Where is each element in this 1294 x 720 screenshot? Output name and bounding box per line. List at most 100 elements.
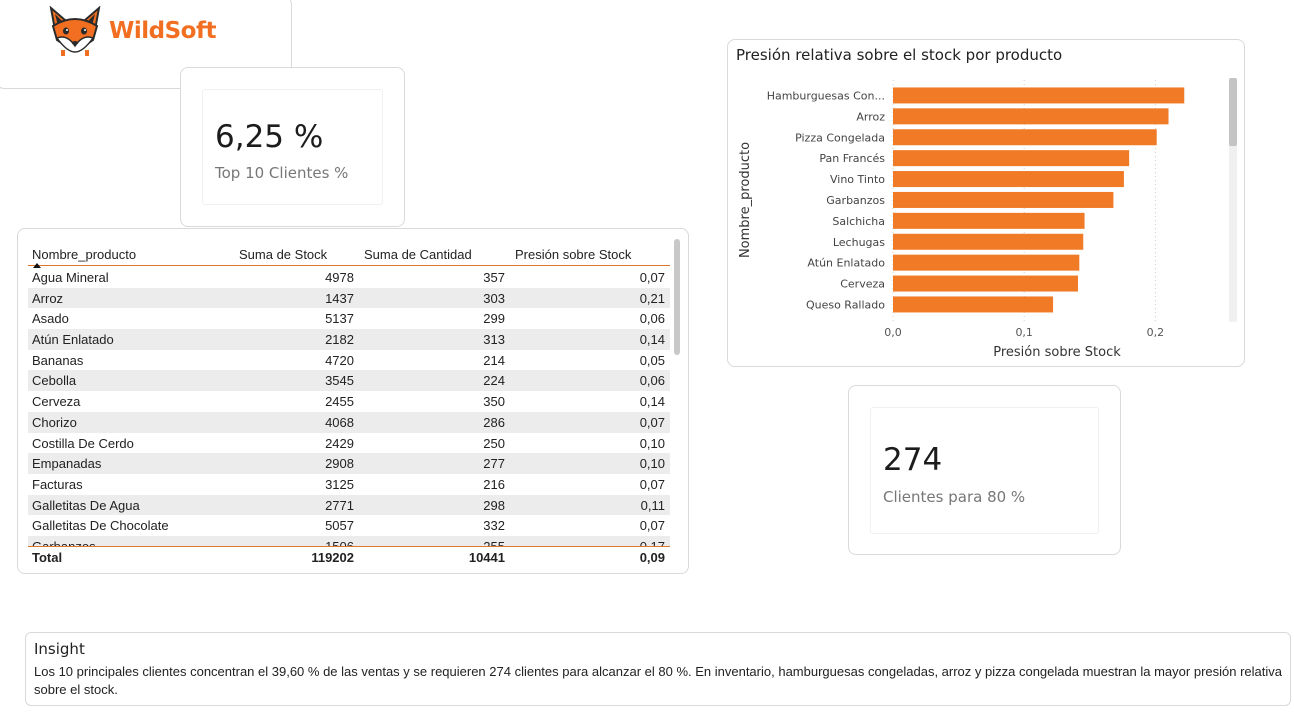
cell-presion: 0,05 — [639, 352, 665, 368]
cell-nombre: Cebolla — [32, 373, 77, 389]
cell-stock: 4978 — [325, 270, 354, 285]
table-row[interactable]: Facturas 3125 216 0,07 — [28, 474, 670, 495]
bar — [893, 108, 1169, 125]
bar — [893, 150, 1130, 167]
chart-title: Presión relativa sobre el stock por prod… — [736, 46, 1063, 64]
cell-cantidad: 303 — [483, 290, 505, 306]
table-row[interactable]: Garbanzos 1506 255 0,17 — [28, 535, 670, 546]
category-label: Pan Francés — [819, 152, 885, 165]
table-row[interactable]: Agua Mineral 4978 357 0,07 — [28, 267, 670, 288]
cell-presion: 0,07 — [639, 414, 665, 430]
cell-cantidad: 255 — [483, 539, 505, 546]
cell-cantidad: 250 — [483, 435, 505, 451]
cell-nombre: Galletitas De Agua — [32, 497, 140, 513]
kpi-top10-card[interactable]: 6,25 % Top 10 Clientes % — [180, 67, 405, 227]
y-axis-label: Nombre_producto — [738, 142, 753, 258]
sort-ascending-icon[interactable] — [33, 263, 41, 268]
cell-nombre: Bananas — [32, 352, 84, 368]
total-cantidad: 10441 — [468, 550, 505, 565]
cell-cantidad: 332 — [483, 518, 505, 534]
bar — [893, 129, 1157, 146]
col-header-cantidad[interactable]: Suma de Cantidad — [364, 247, 472, 262]
x-axis-label: Presión sobre Stock — [993, 345, 1121, 360]
cell-cantidad: 299 — [483, 311, 505, 327]
cell-presion: 0,07 — [639, 476, 665, 492]
bar — [893, 212, 1085, 229]
cell-stock: 4068 — [325, 414, 354, 430]
cell-presion: 0,10 — [639, 435, 665, 451]
cell-presion: 0,21 — [639, 290, 665, 306]
cell-cantidad: 298 — [483, 497, 505, 513]
cell-nombre: Facturas — [32, 476, 83, 492]
table-row[interactable]: Chorizo 4068 286 0,07 — [28, 411, 670, 433]
table-row[interactable]: Bananas 4720 214 0,05 — [28, 350, 670, 371]
total-presion: 0,09 — [639, 550, 665, 565]
category-label: Vino Tinto — [830, 173, 885, 186]
category-label: Atún Enlatado — [807, 257, 885, 270]
bar — [893, 191, 1114, 208]
cell-nombre: Galletitas De Chocolate — [32, 518, 169, 534]
kpi-clients80-card[interactable]: 274 Clientes para 80 % — [848, 385, 1121, 555]
cell-cantidad: 357 — [483, 270, 505, 285]
logo-text: WildSoft — [109, 18, 216, 44]
kpi-clients80-value: 274 — [883, 442, 943, 478]
logo: WildSoft — [47, 6, 216, 56]
cell-presion: 0,11 — [640, 497, 665, 513]
cell-nombre: Agua Mineral — [32, 270, 109, 285]
chart-scrollbar-thumb[interactable] — [1229, 78, 1237, 146]
cell-nombre: Garbanzos — [32, 539, 96, 546]
cell-presion: 0,14 — [639, 394, 665, 410]
table-row[interactable]: Asado 5137 299 0,06 — [28, 308, 670, 329]
col-header-nombre[interactable]: Nombre_producto — [32, 247, 137, 262]
table-row[interactable]: Costilla De Cerdo 2429 250 0,10 — [28, 433, 670, 454]
cell-cantidad: 277 — [483, 456, 505, 472]
cell-stock: 2429 — [325, 435, 354, 451]
table-row[interactable]: Arroz 1437 303 0,21 — [28, 287, 670, 309]
cell-presion: 0,14 — [639, 332, 665, 348]
cell-presion: 0,07 — [639, 518, 665, 534]
table-scrollbar-thumb[interactable] — [674, 239, 680, 355]
kpi-clients80-label: Clientes para 80 % — [883, 488, 1026, 506]
bar — [893, 171, 1124, 188]
cell-nombre: Cerveza — [32, 394, 81, 410]
table-row[interactable]: Cebolla 3545 224 0,06 — [28, 370, 670, 392]
table-row[interactable]: Atún Enlatado 2182 313 0,14 — [28, 329, 670, 350]
insight-text: Los 10 principales clientes concentran e… — [34, 664, 1282, 697]
table-row[interactable]: Galletitas De Agua 2771 298 0,11 — [28, 494, 670, 516]
cell-nombre: Asado — [32, 311, 69, 327]
category-label: Lechugas — [833, 236, 885, 249]
fox-icon — [49, 6, 101, 56]
stock-pressure-chart[interactable]: Presión relativa sobre el stock por prod… — [727, 39, 1245, 367]
cell-presion: 0,06 — [639, 373, 665, 389]
cell-stock: 2771 — [325, 497, 354, 513]
product-table[interactable]: Nombre_producto Suma de Stock Suma de Ca… — [17, 228, 689, 574]
cell-stock: 5057 — [325, 518, 354, 534]
insight-title: Insight — [34, 640, 85, 658]
cell-cantidad: 313 — [483, 332, 505, 348]
kpi-clients80-inner — [870, 407, 1099, 534]
bar — [893, 254, 1080, 271]
category-label: Hamburguesas Con... — [767, 89, 885, 102]
logo-card: WildSoft — [0, 0, 292, 89]
table-row[interactable]: Empanadas 2908 277 0,10 — [28, 453, 670, 474]
x-tick-label: 0,0 — [884, 326, 902, 339]
category-label: Salchicha — [832, 215, 885, 228]
col-header-stock[interactable]: Suma de Stock — [239, 247, 328, 262]
col-header-presion[interactable]: Presión sobre Stock — [515, 247, 632, 262]
cell-nombre: Empanadas — [32, 456, 102, 472]
insight-card: Insight Los 10 principales clientes conc… — [25, 632, 1291, 706]
cell-cantidad: 224 — [483, 373, 505, 389]
cell-stock: 2908 — [325, 456, 354, 472]
table-row[interactable]: Galletitas De Chocolate 5057 332 0,07 — [28, 515, 670, 536]
cell-presion: 0,06 — [639, 311, 665, 327]
x-tick-label: 0,1 — [1015, 326, 1032, 339]
kpi-top10-value: 6,25 % — [215, 119, 324, 155]
cell-cantidad: 350 — [483, 394, 505, 410]
table-row[interactable]: Cerveza 2455 350 0,14 — [28, 391, 670, 412]
category-label: Pizza Congelada — [795, 131, 885, 144]
bar — [893, 275, 1078, 292]
cell-stock: 5137 — [325, 311, 354, 327]
category-label: Arroz — [856, 110, 885, 123]
cell-stock: 2182 — [325, 332, 354, 348]
cell-nombre: Arroz — [32, 290, 64, 306]
